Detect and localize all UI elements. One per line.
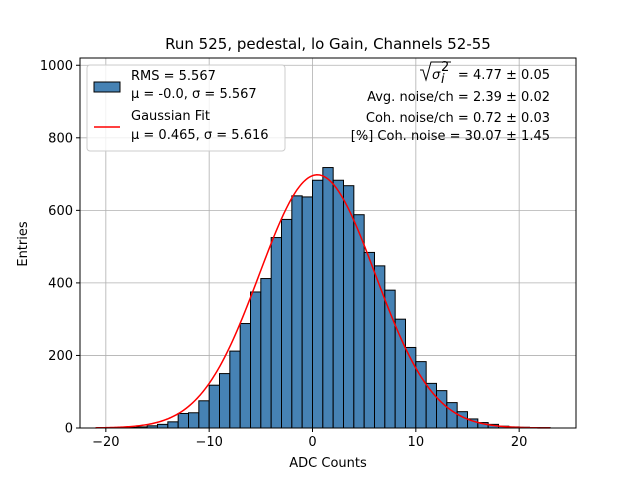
x-tick-label: 0 bbox=[308, 435, 316, 450]
histogram-bar bbox=[343, 185, 355, 429]
annotation-coh-noise: Coh. noise/ch = 0.72 ± 0.03 bbox=[366, 111, 550, 126]
histogram-bar bbox=[270, 237, 282, 429]
histogram-bar bbox=[291, 195, 303, 429]
histogram-bar bbox=[188, 412, 200, 429]
histogram-bar bbox=[456, 411, 468, 429]
histogram-bar bbox=[219, 373, 231, 429]
legend: RMS = 5.567 μ = -0.0, σ = 5.567 Gaussian… bbox=[86, 64, 286, 152]
histogram-bar bbox=[157, 423, 169, 429]
y-tick-label: 400 bbox=[48, 276, 73, 291]
annotation-sigma: σ 2 i = 4.77 ± 0.05 bbox=[420, 60, 550, 87]
legend-histogram-line1: RMS = 5.567 bbox=[131, 69, 216, 84]
sigma-superscript: 2 bbox=[441, 60, 449, 75]
histogram-bar bbox=[436, 390, 448, 429]
sigma-symbol: σ bbox=[432, 68, 441, 83]
histogram-bar bbox=[374, 265, 386, 429]
y-tick-label: 800 bbox=[48, 131, 73, 146]
annotation-coh-percent: [%] Coh. noise = 30.07 ± 1.45 bbox=[351, 129, 550, 144]
plot-frame bbox=[79, 57, 577, 429]
x-tick-label: −10 bbox=[195, 435, 222, 450]
y-axis-label: Entries bbox=[16, 221, 31, 267]
x-tick-label: 10 bbox=[408, 435, 425, 450]
histogram-bar bbox=[260, 278, 272, 429]
x-axis-ticks: −20 −10 0 10 20 bbox=[92, 428, 527, 450]
legend-bar-swatch bbox=[93, 81, 121, 93]
x-tick-label: −20 bbox=[92, 435, 119, 450]
histogram-bar bbox=[177, 412, 190, 429]
histogram-bar bbox=[301, 196, 313, 429]
sigma-value: = 4.77 ± 0.05 bbox=[458, 68, 550, 83]
histogram-bar bbox=[167, 421, 179, 429]
histogram-bar bbox=[250, 291, 262, 429]
histogram-bar bbox=[332, 179, 344, 429]
histogram-bar bbox=[363, 251, 375, 429]
histogram-bar bbox=[239, 323, 252, 429]
legend-fit-line1: Gaussian Fit bbox=[131, 109, 210, 124]
histogram-bar bbox=[208, 384, 221, 429]
histogram-bar bbox=[198, 400, 210, 429]
x-axis-label: ADC Counts bbox=[289, 456, 367, 471]
y-tick-label: 600 bbox=[48, 204, 73, 219]
y-axis-ticks: 0 200 400 600 800 1000 bbox=[40, 59, 80, 437]
legend-fit-line2: μ = 0.465, σ = 5.616 bbox=[131, 128, 269, 143]
gaussian-fit-curve bbox=[95, 174, 551, 429]
gaussian-fit-layer bbox=[95, 174, 551, 429]
sqrt-symbol-icon bbox=[420, 61, 451, 82]
chart-title: Run 525, pedestal, lo Gain, Channels 52-… bbox=[165, 35, 491, 53]
annotation-box: σ 2 i = 4.77 ± 0.05 Avg. noise/ch = 2.39… bbox=[351, 60, 550, 144]
histogram-bar bbox=[281, 218, 293, 429]
histogram-bar bbox=[353, 214, 365, 429]
sigma-subscript: i bbox=[441, 72, 445, 87]
histogram-bar bbox=[322, 167, 334, 429]
histogram-bars bbox=[105, 167, 551, 429]
y-tick-label: 1000 bbox=[40, 59, 73, 74]
histogram-bar bbox=[446, 402, 458, 429]
histogram-bar bbox=[229, 350, 241, 429]
x-tick-label: 20 bbox=[511, 435, 528, 450]
y-tick-label: 0 bbox=[65, 422, 73, 437]
legend-frame bbox=[86, 64, 286, 152]
histogram-bar bbox=[312, 179, 324, 429]
y-tick-label: 200 bbox=[48, 349, 73, 364]
legend-histogram-line2: μ = -0.0, σ = 5.567 bbox=[131, 87, 257, 102]
annotation-avg-noise: Avg. noise/ch = 2.39 ± 0.02 bbox=[367, 90, 550, 105]
